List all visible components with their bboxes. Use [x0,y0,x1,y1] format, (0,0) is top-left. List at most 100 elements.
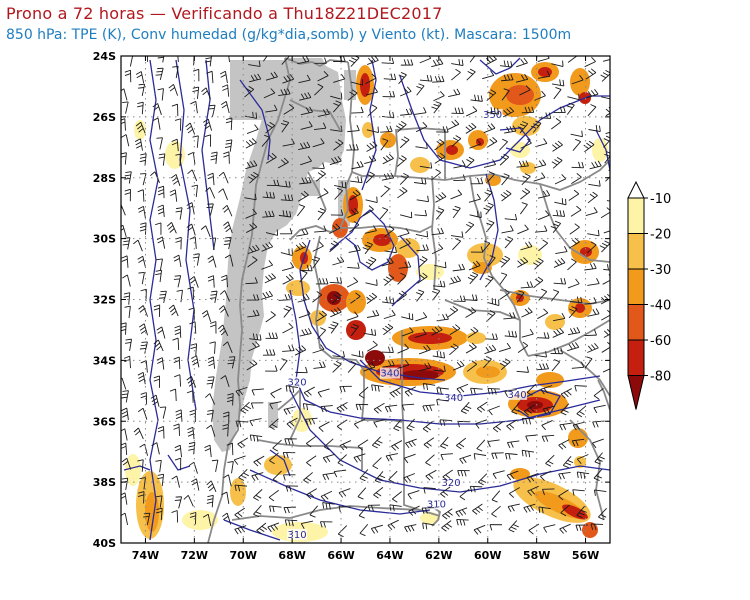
wind-barb [415,312,428,322]
wind-barb [300,520,314,529]
wind-barb [250,402,264,409]
wind-barb [526,383,537,396]
wind-barb [222,411,230,424]
wind-barb [456,437,467,450]
wind-barb [171,475,181,488]
wind-barb [189,511,197,525]
wind-barb [467,326,479,338]
wind-barb [593,404,606,414]
wind-barb [450,189,463,200]
wind-barb [156,326,166,339]
wind-barb [306,435,317,448]
wind-barb [282,322,294,334]
wind-barb [473,453,487,460]
wind-barb [537,210,550,221]
wind-barb [592,438,604,449]
wind-barb [171,103,179,117]
lat-tick-label: 30S [93,233,116,246]
wind-barb [416,244,429,252]
wind-barb [155,269,163,283]
wind-barb [558,472,571,480]
wind-barb [265,71,278,81]
wind-barb [478,473,488,486]
wind-barb [192,135,199,148]
wind-barb [205,393,216,405]
wind-barb [395,121,407,133]
wind-barb [365,73,377,85]
wind-barb [329,240,339,253]
wind-barb [470,94,483,102]
wind-barb [486,107,500,115]
wind-barb [174,118,182,131]
wind-barb [603,264,610,271]
wind-barb [347,207,359,218]
wind-barb [593,489,607,496]
lon-tick-label: 62W [425,549,452,562]
wind-barb [332,256,345,266]
wind-barb [269,401,282,410]
wind-barb [332,360,342,373]
legend-arrow-top [627,180,645,199]
wind-barb [452,263,466,272]
wind-barb [587,191,598,204]
wind-barb [560,403,570,416]
wind-barb [282,451,296,459]
wind-barb [306,455,317,467]
wind-barb [484,344,497,355]
chart-title: Prono a 72 horas — Verificando a Thu18Z2… [6,4,443,23]
wind-barb [560,388,572,399]
wind-barb [373,487,384,499]
wind-barb [551,60,564,67]
wind-barb [589,160,602,170]
contour-label-bg [443,391,464,403]
wind-barb [346,311,359,321]
wind-barb [121,224,127,237]
wind-barb [503,312,516,320]
wind-barb [418,256,428,268]
wind-barb [279,227,293,235]
wind-barb [350,323,359,337]
wind-barb [507,440,520,449]
wind-barb [246,124,259,135]
wind-barb [452,205,461,219]
wind-barb [282,274,294,285]
wind-barb [550,220,562,233]
wind-barb [170,174,181,186]
wind-barb [517,257,529,268]
contour-label-bg [507,388,528,400]
wind-barb [381,57,395,65]
wind-barb [334,181,347,189]
wind-barb [449,324,461,336]
wind-barb [414,107,427,115]
wind-barb [521,173,531,186]
wind-barb [140,173,147,186]
wind-barb [545,454,555,467]
wind-barb [372,457,382,470]
contour-label-bg [441,477,462,489]
wind-barb [124,305,131,319]
wind-barb [152,103,162,115]
lon-tick-label: 68W [278,549,305,562]
wind-barb [219,70,228,84]
wind-barb [220,375,230,388]
wind-barb [519,85,531,96]
wind-barb [460,401,472,414]
wind-barb [465,156,475,169]
wind-barb [303,472,313,484]
wind-barb [400,108,413,116]
wind-barb [191,184,198,198]
wind-barb [602,362,610,373]
wind-barb [121,118,126,131]
wind-barb [122,101,129,114]
wind-barb [447,119,460,130]
wind-barb [414,177,427,185]
wind-barb [265,332,278,339]
chart-subtitle: 850 hPa: TPE (K), Conv humedad (g/kg*dia… [6,27,572,43]
lat-tick-label: 36S [93,415,116,428]
contour-label: 340 [508,390,527,401]
wind-barb [508,520,519,533]
wind-barb [314,225,327,233]
wind-barb [133,427,144,440]
wind-barb [538,239,548,252]
wind-barb [312,138,325,148]
